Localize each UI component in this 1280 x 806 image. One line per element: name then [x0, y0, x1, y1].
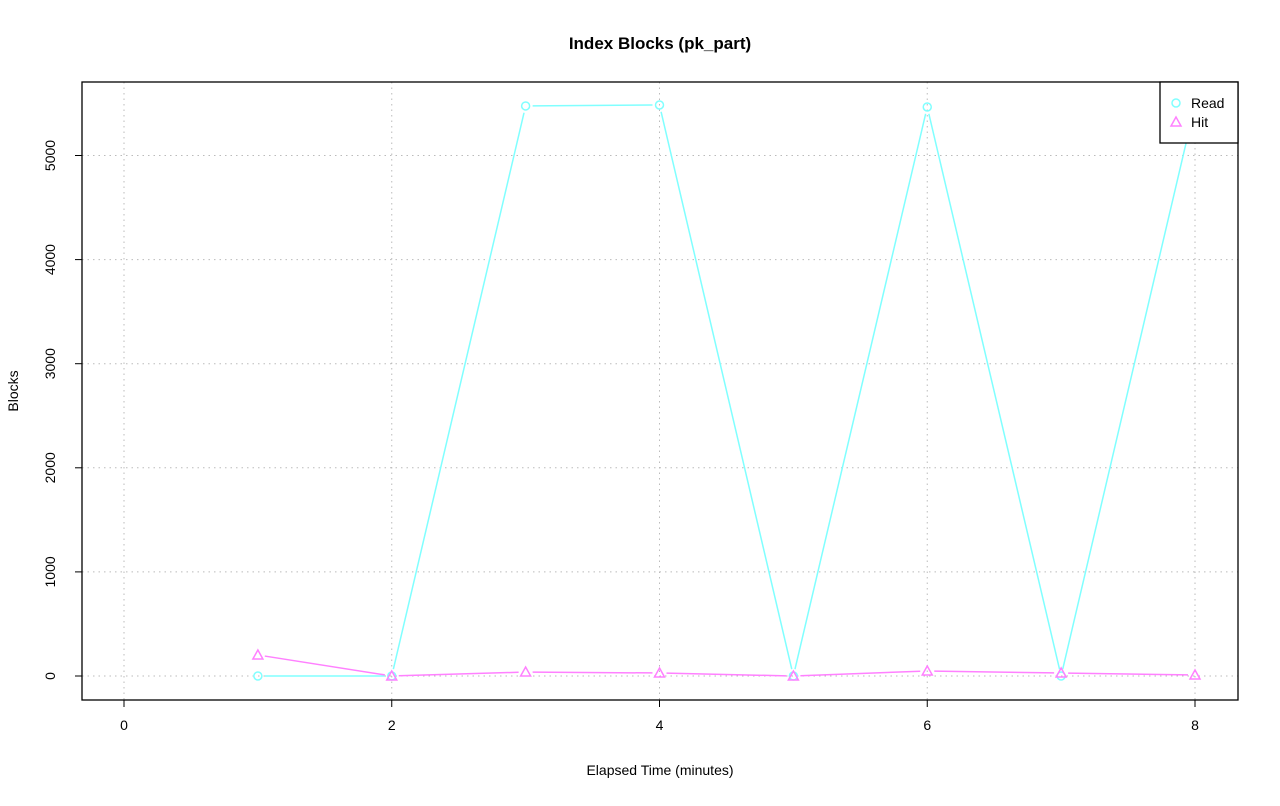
data-point-hit [1188, 668, 1202, 680]
series-group [251, 100, 1202, 681]
x-tick-label: 4 [656, 717, 664, 733]
y-tick-label: 2000 [42, 452, 58, 483]
data-point-read [922, 102, 932, 112]
data-point-hit [920, 664, 934, 676]
grid [82, 82, 1238, 700]
series-segment-read [392, 112, 525, 670]
axes: 0 2 4 6 8 0 1000 2000 3000 4000 5000 [42, 140, 1199, 733]
plot-frame [81, 81, 1239, 701]
series-segment-hit [666, 672, 787, 677]
y-tick-label: 4000 [42, 244, 58, 275]
data-point-hit [653, 666, 666, 678]
series-segment-read [1061, 111, 1195, 670]
x-tick-label: 0 [120, 717, 128, 733]
series-segment-hit [264, 655, 385, 676]
y-axis-label: Blocks [5, 370, 21, 411]
legend-box [1159, 81, 1239, 144]
y-tick-label: 3000 [42, 348, 58, 379]
series-segment-read [532, 104, 653, 107]
data-point-read [520, 101, 531, 111]
data-point-hit [519, 665, 532, 677]
legend-label-read: Read [1191, 95, 1224, 111]
y-tick-label: 1000 [42, 556, 58, 587]
x-axis-label: Elapsed Time (minutes) [586, 762, 733, 778]
data-point-read [654, 100, 665, 110]
chart-title: Index Blocks (pk_part) [569, 34, 751, 53]
series-segment-hit [398, 671, 519, 677]
series-segment-read [660, 111, 793, 670]
data-point-hit [385, 669, 399, 681]
y-tick-label: 5000 [42, 140, 58, 171]
series-segment-read [928, 113, 1061, 670]
legend-label-hit: Hit [1191, 114, 1208, 130]
series-segment-read [794, 113, 927, 670]
series-segment-hit [800, 670, 921, 677]
data-point-hit [251, 648, 265, 660]
y-tick-label: 0 [42, 672, 58, 680]
data-point-hit [1054, 666, 1068, 678]
series-segment-hit [532, 671, 653, 674]
x-tick-label: 6 [923, 717, 931, 733]
x-tick-label: 2 [388, 717, 396, 733]
data-point-read [253, 671, 263, 681]
x-tick-label: 8 [1191, 717, 1199, 733]
series-segment-hit [1068, 672, 1189, 676]
legend: Read Hit [1159, 81, 1239, 144]
legend-marker-hit [1169, 115, 1183, 127]
data-point-hit [787, 669, 800, 681]
legend-marker-read [1171, 98, 1181, 108]
series-segment-hit [934, 670, 1055, 674]
